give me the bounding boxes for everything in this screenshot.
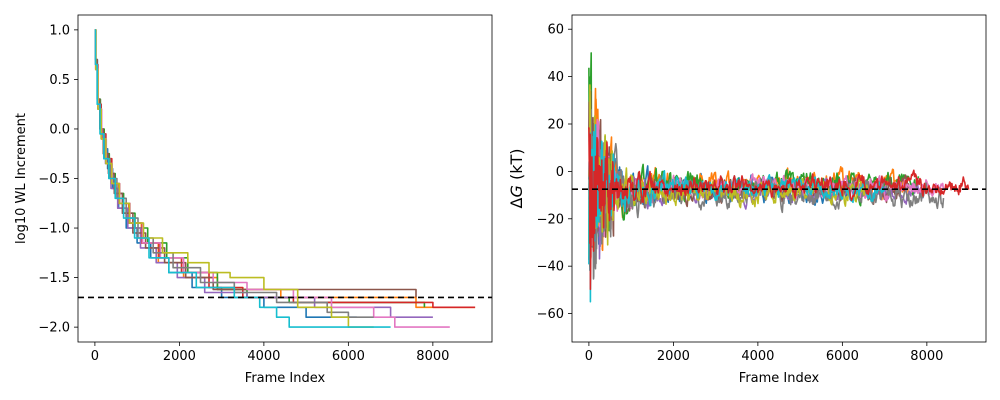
y-tick-label: 0.5 bbox=[49, 73, 70, 88]
left-chart-series bbox=[94, 29, 476, 328]
right-chart-y-axis-label: ΔG (kT) bbox=[507, 149, 526, 209]
y-tick-label: −1.5 bbox=[38, 271, 70, 286]
y-tick-label: −1.0 bbox=[38, 222, 70, 237]
x-tick-label: 6000 bbox=[332, 349, 365, 364]
y-tick-label: 60 bbox=[547, 23, 564, 38]
ylabel-variable: G bbox=[507, 185, 526, 197]
y-tick-label: 20 bbox=[547, 118, 564, 133]
left-chart-y-axis-label: log10 WL Increment bbox=[14, 113, 29, 244]
y-tick-label: −40 bbox=[537, 260, 564, 275]
series-line bbox=[94, 29, 374, 328]
y-tick-label: −2.0 bbox=[38, 321, 70, 336]
x-tick-label: 0 bbox=[585, 349, 593, 364]
series-line bbox=[94, 29, 391, 328]
right-chart-frame bbox=[571, 14, 987, 343]
left-chart-panel: 0 2000 4000 6000 8000 1.0 0.5 0.0 −0.5 −1.0 −1.5 −… bbox=[14, 14, 493, 386]
left-chart-y-ticks: 1.0 0.5 0.0 −0.5 −1.0 −1.5 −2.0 bbox=[38, 23, 78, 336]
y-tick-label: −20 bbox=[537, 212, 564, 227]
y-tick-label: 40 bbox=[547, 70, 564, 85]
right-chart-y-ticks: 60 40 20 0 −20 −40 −60 bbox=[537, 23, 572, 322]
x-tick-label: 4000 bbox=[247, 349, 280, 364]
right-chart-panel: 0 2000 4000 6000 8000 60 40 20 0 −20 −40 −60 Frame… bbox=[507, 14, 987, 386]
x-tick-label: 0 bbox=[91, 349, 99, 364]
y-tick-label: 1.0 bbox=[49, 23, 70, 38]
right-chart-x-ticks: 0 2000 4000 6000 8000 bbox=[585, 342, 943, 364]
x-tick-label: 2000 bbox=[657, 349, 690, 364]
x-tick-label: 6000 bbox=[826, 349, 859, 364]
left-chart-x-axis-label: Frame Index bbox=[245, 371, 326, 386]
left-chart-x-ticks: 0 2000 4000 6000 8000 bbox=[91, 342, 449, 364]
series-line bbox=[588, 127, 970, 291]
ylabel-prefix: Δ bbox=[507, 197, 526, 208]
series-line bbox=[588, 84, 869, 257]
x-tick-label: 8000 bbox=[910, 349, 943, 364]
right-chart-x-axis-label: Frame Index bbox=[739, 371, 820, 386]
right-chart-series bbox=[588, 52, 970, 303]
y-tick-label: 0.0 bbox=[49, 122, 70, 137]
x-tick-label: 8000 bbox=[416, 349, 449, 364]
ylabel-suffix: (kT) bbox=[507, 149, 526, 186]
y-tick-label: −0.5 bbox=[38, 172, 70, 187]
x-tick-label: 4000 bbox=[741, 349, 774, 364]
x-tick-label: 2000 bbox=[163, 349, 196, 364]
y-tick-label: −60 bbox=[537, 307, 564, 322]
y-tick-label: 0 bbox=[556, 165, 564, 180]
